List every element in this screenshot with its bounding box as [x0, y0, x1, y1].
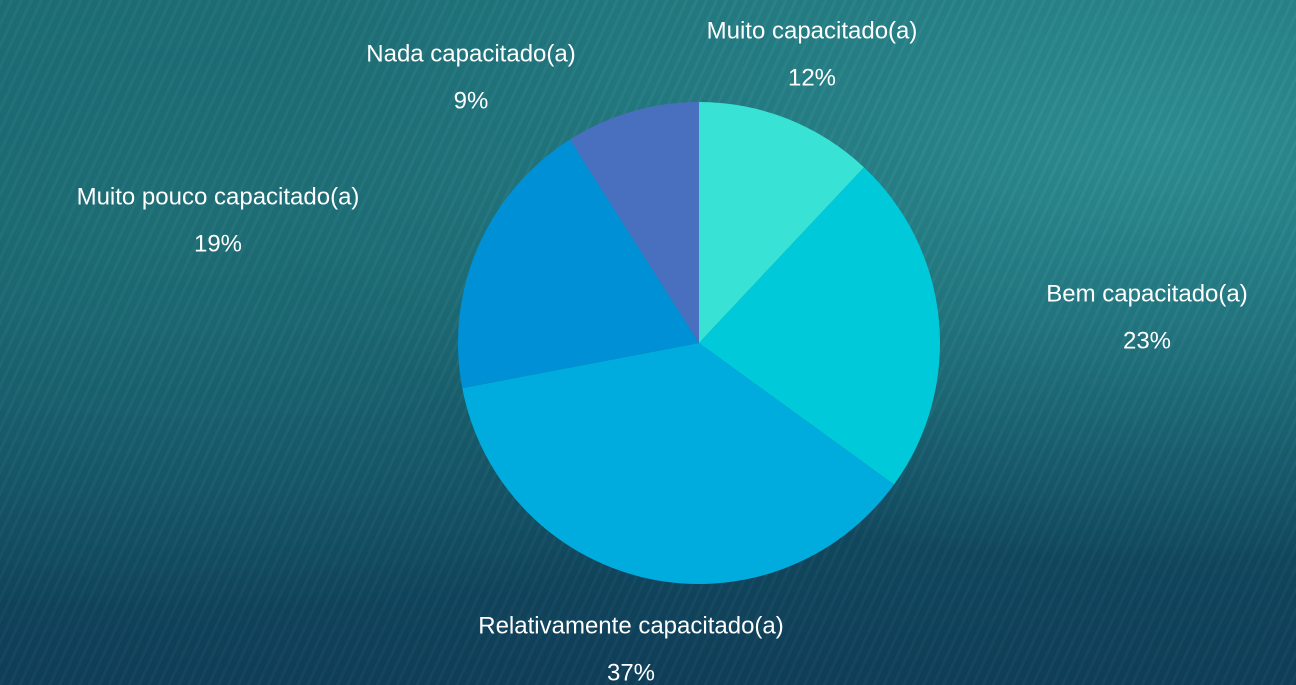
slice-label: Relativamente capacitado(a) [478, 612, 784, 639]
slice-value-label: 12% [788, 64, 836, 91]
slice-label: Muito pouco capacitado(a) [77, 183, 360, 210]
page: Muito capacitado(a) 12% Bem capacitado(a) 2… [0, 0, 1296, 685]
slice-label: Bem capacitado(a) [1046, 280, 1247, 307]
slice-value-label: 23% [1123, 327, 1171, 354]
chart: Muito capacitado(a) 12% Bem capacitado(a) 2… [0, 0, 1296, 685]
slice-label: Muito capacitado(a) [707, 17, 918, 44]
slice-value-label: 9% [454, 87, 489, 114]
slice-value-label: 37% [607, 659, 655, 685]
slice-label: Nada capacitado(a) [366, 40, 575, 67]
slice-value-label: 19% [194, 230, 242, 257]
